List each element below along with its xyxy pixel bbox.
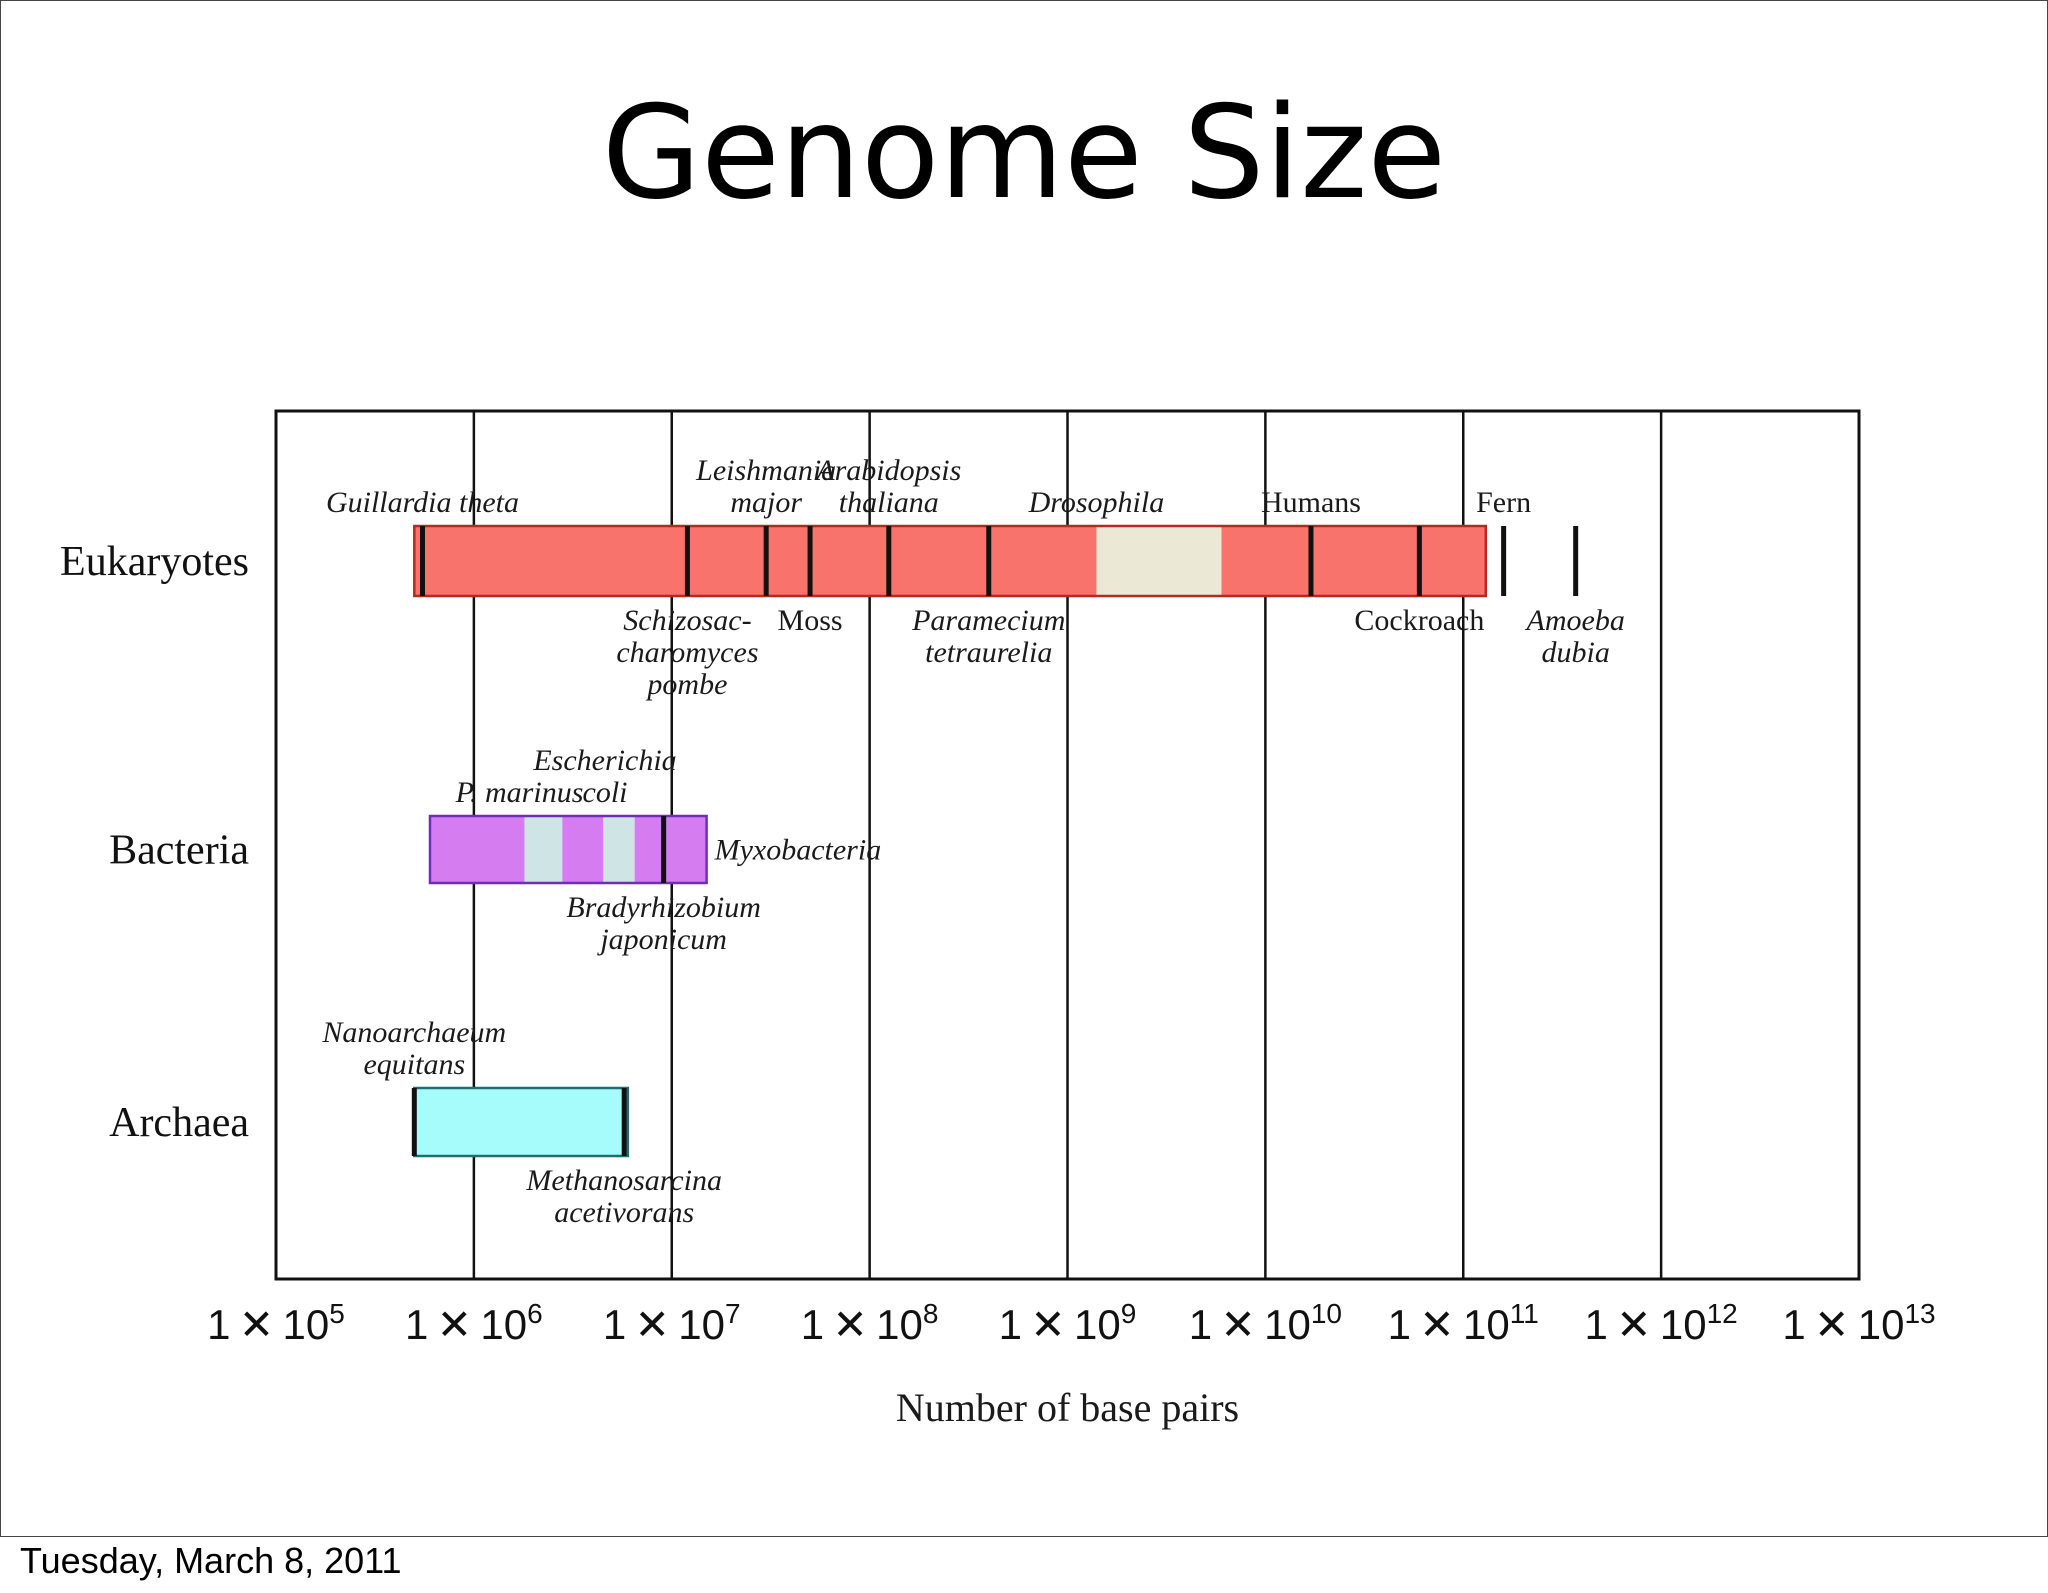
bar-archaea: [414, 1088, 628, 1156]
x-tick-labels: 1 ✕ 105 1 ✕ 106 1 ✕ 107 1 ✕ 108 1 ✕ 109 1 ✕ 1…: [207, 1298, 1935, 1348]
organism-label-line: charomyces: [616, 636, 758, 669]
organism-label-line: Paramecium: [911, 604, 1065, 637]
organism-label: Bradyrhizobium japonicum: [566, 891, 760, 956]
organism-label: Guillardia theta: [326, 486, 519, 519]
domain-label-eukaryotes: Eukaryotes: [60, 539, 249, 585]
organism-label-line: Myxobacteria: [714, 834, 882, 867]
tick-exponent: 12: [1707, 1298, 1738, 1329]
organism-label: Paramecium tetraurelia: [911, 604, 1065, 669]
tick-base: 1 ✕ 10: [1189, 1301, 1311, 1348]
tick-exponent: 8: [923, 1298, 939, 1329]
bar-outline: [413, 524, 1488, 598]
organism-label-line: Cockroach: [1354, 604, 1484, 637]
organism-label-line: Amoeba: [1525, 604, 1625, 637]
organism-label-line: equitans: [363, 1048, 465, 1081]
x-tick-label: 1 ✕ 108: [801, 1298, 939, 1348]
organism-label-line: Guillardia theta: [326, 486, 519, 519]
organism-label: Schizosac-charomyces pombe: [616, 604, 758, 701]
organism-label: Drosophila: [1028, 486, 1165, 519]
tick-base: 1 ✕ 10: [1388, 1301, 1510, 1348]
bars: [411, 524, 1579, 1158]
footer-date: Tuesday, March 8, 2011: [20, 1540, 402, 1581]
organism-label-line: Methanosarcina: [525, 1164, 722, 1197]
organism-label-line: Bradyrhizobium: [566, 891, 760, 924]
bar-bacteria: [429, 816, 707, 883]
domain-label-archaea: Archaea: [109, 1100, 249, 1146]
organism-label: Fern: [1476, 486, 1531, 519]
organism-label-line: tetraurelia: [925, 636, 1052, 669]
tick-base: 1 ✕ 10: [603, 1301, 725, 1348]
organism-label: Amoeba dubia: [1525, 604, 1625, 669]
tick-exponent: 7: [725, 1298, 741, 1329]
tick-exponent: 6: [527, 1298, 543, 1329]
organism-label-line: Fern: [1476, 486, 1531, 519]
x-tick-label: 1 ✕ 1011: [1388, 1298, 1539, 1348]
organism-label: Leishmania major: [695, 454, 836, 519]
tick-exponent: 10: [1311, 1298, 1342, 1329]
slide: Genome Size Eukaryotes Guillardia theta Sc…: [0, 0, 2048, 1537]
tick-base: 1 ✕ 10: [1585, 1301, 1707, 1348]
bar-shaded-region: [603, 816, 635, 883]
organism-label: P. marinus: [455, 776, 584, 809]
organism-label: Arabidopsis thaliana: [814, 454, 961, 519]
organism-label: Humans: [1261, 486, 1361, 519]
x-tick-label: 1 ✕ 1013: [1782, 1298, 1935, 1348]
organism-label-line: thaliana: [839, 486, 939, 519]
organism-label-line: Nanoarchaeum: [321, 1016, 506, 1049]
tick-base: 1 ✕ 10: [405, 1301, 527, 1348]
tick-exponent: 13: [1904, 1298, 1935, 1329]
domain-label-bacteria: Bacteria: [109, 828, 249, 874]
x-tick-label: 1 ✕ 1010: [1189, 1298, 1342, 1348]
organism-label-line: dubia: [1542, 636, 1610, 669]
organism-label: Methanosarcina acetivorans: [525, 1164, 722, 1229]
organism-label-line: japonicum: [596, 923, 727, 956]
organism-label: Escherichia coli: [532, 744, 676, 809]
organism-label-line: Leishmania: [695, 454, 836, 487]
organism-label-line: Escherichia: [532, 744, 676, 777]
bar-shaded-region: [524, 816, 563, 883]
x-tick-label: 1 ✕ 109: [999, 1298, 1137, 1348]
organism-label-line: pombe: [645, 668, 727, 701]
organism-label-line: P. marinus: [455, 776, 584, 809]
bar-shaded-region: [1096, 526, 1222, 596]
x-tick-label: 1 ✕ 106: [405, 1298, 543, 1348]
x-tick-label: 1 ✕ 105: [207, 1298, 345, 1348]
x-axis-label: Number of base pairs: [896, 1385, 1239, 1430]
tick-base: 1 ✕ 10: [1782, 1301, 1904, 1348]
organism-label-line: major: [730, 486, 802, 519]
organism-label-line: Arabidopsis: [814, 454, 961, 487]
bar-eukaryotes: [414, 526, 1486, 596]
organism-label-line: Moss: [778, 604, 843, 637]
tick-base: 1 ✕ 10: [801, 1301, 923, 1348]
bar-outline: [428, 814, 708, 885]
organism-label: Moss: [778, 604, 843, 637]
tick-base: 1 ✕ 10: [999, 1301, 1121, 1348]
x-tick-label: 1 ✕ 1012: [1585, 1298, 1738, 1348]
organism-label-line: coli: [583, 776, 628, 809]
tick-exponent: 5: [329, 1298, 345, 1329]
organism-label-line: Schizosac-: [623, 604, 751, 637]
organism-label: Nanoarchaeum equitans: [321, 1016, 506, 1081]
x-tick-label: 1 ✕ 107: [603, 1298, 741, 1348]
organism-label: Cockroach: [1354, 604, 1484, 637]
genome-size-chart: Eukaryotes Guillardia theta Schizosac-char…: [60, 409, 1936, 1430]
tick-base: 1 ✕ 10: [207, 1301, 329, 1348]
slide-title: Genome Size: [601, 79, 1447, 228]
tick-exponent: 9: [1121, 1298, 1137, 1329]
organism-labels: Eukaryotes Guillardia theta Schizosac-char…: [60, 454, 1625, 1229]
organism-label-line: Drosophila: [1028, 486, 1165, 519]
organism-label: Myxobacteria: [714, 834, 882, 867]
tick-exponent: 11: [1510, 1298, 1539, 1329]
organism-label-line: acetivorans: [554, 1196, 694, 1229]
organism-label-line: Humans: [1261, 486, 1361, 519]
